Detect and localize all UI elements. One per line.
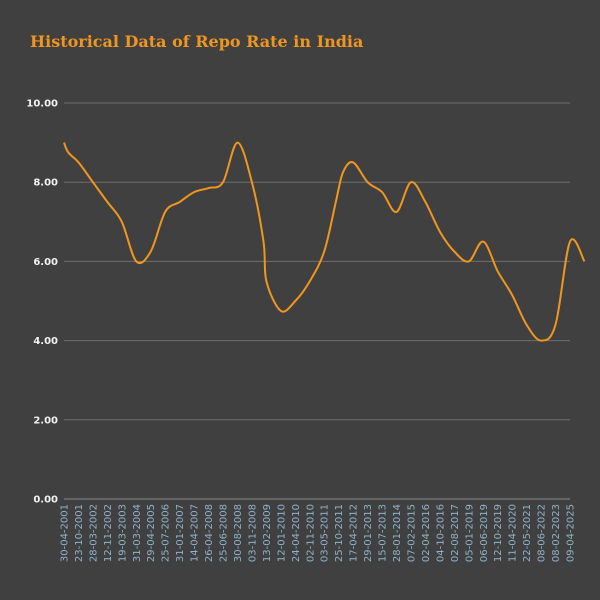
x-tick-label: 31-03-2004 bbox=[132, 504, 143, 562]
x-tick-label: 12-11-2002 bbox=[103, 504, 114, 562]
x-tick-label: 30-08-2008 bbox=[233, 504, 244, 562]
x-tick-label: 15-07-2013 bbox=[378, 504, 389, 562]
x-tick-label: 22-05-2021 bbox=[522, 504, 533, 562]
x-tick-label: 30-04-2001 bbox=[60, 504, 71, 562]
x-tick-label: 19-03-2003 bbox=[117, 504, 128, 562]
x-tick-label: 13-02-2009 bbox=[262, 504, 273, 562]
x-tick-label: 31-01-2007 bbox=[175, 504, 186, 562]
y-tick-label: 8.00 bbox=[33, 178, 58, 189]
x-tick-label: 02-11-2010 bbox=[305, 504, 316, 562]
y-tick-label: 4.00 bbox=[33, 336, 58, 347]
y-tick-label: 10.00 bbox=[26, 99, 58, 110]
x-tick-label: 17-04-2012 bbox=[349, 504, 360, 562]
x-tick-label: 12-01-2010 bbox=[276, 504, 287, 562]
x-axis-ticks: 30-04-2001 23-10-2001 28-03-2002 12-11-2002… bbox=[60, 504, 577, 562]
x-tick-label: 02-04-2016 bbox=[421, 504, 432, 562]
x-tick-label: 08-06-2022 bbox=[537, 504, 548, 562]
x-tick-label: 25-10-2011 bbox=[334, 504, 345, 562]
y-tick-label: 2.00 bbox=[33, 415, 58, 426]
x-tick-label: 11-04-2020 bbox=[508, 504, 519, 562]
chart-title: Historical Data of Repo Rate in India bbox=[30, 32, 364, 51]
y-axis-ticks: 0.00 2.00 4.00 6.00 8.00 10.00 bbox=[26, 99, 58, 506]
x-tick-label: 09-04-2025 bbox=[566, 504, 577, 562]
x-tick-label: 04-10-2016 bbox=[435, 504, 446, 562]
x-tick-label: 29-01-2013 bbox=[363, 504, 374, 562]
x-tick-label: 28-01-2014 bbox=[392, 504, 403, 562]
x-tick-label: 23-10-2001 bbox=[74, 504, 85, 562]
x-tick-label: 29-04-2005 bbox=[146, 504, 157, 562]
x-tick-label: 12-10-2019 bbox=[493, 504, 504, 562]
x-tick-label: 06-06-2019 bbox=[479, 504, 490, 562]
y-tick-label: 0.00 bbox=[33, 495, 58, 506]
x-tick-label: 08-02-2023 bbox=[551, 504, 562, 562]
series-line bbox=[63, 141, 586, 342]
x-tick-label: 07-02-2015 bbox=[406, 504, 417, 562]
x-tick-label: 03-11-2008 bbox=[247, 504, 258, 562]
x-tick-label: 05-01-2019 bbox=[464, 504, 475, 562]
grid-lines bbox=[64, 102, 570, 421]
x-tick-label: 14-04-2007 bbox=[190, 504, 201, 562]
x-tick-label: 25-06-2008 bbox=[219, 504, 230, 562]
x-tick-label: 03-05-2011 bbox=[320, 504, 331, 562]
y-tick-label: 6.00 bbox=[33, 257, 58, 268]
x-tick-label: 26-04-2008 bbox=[204, 504, 215, 562]
x-tick-label: 28-03-2002 bbox=[88, 504, 99, 562]
x-tick-label: 24-04-2010 bbox=[291, 504, 302, 562]
x-tick-label: 02-08-2017 bbox=[450, 504, 461, 562]
x-tick-label: 25-07-2006 bbox=[161, 504, 172, 562]
